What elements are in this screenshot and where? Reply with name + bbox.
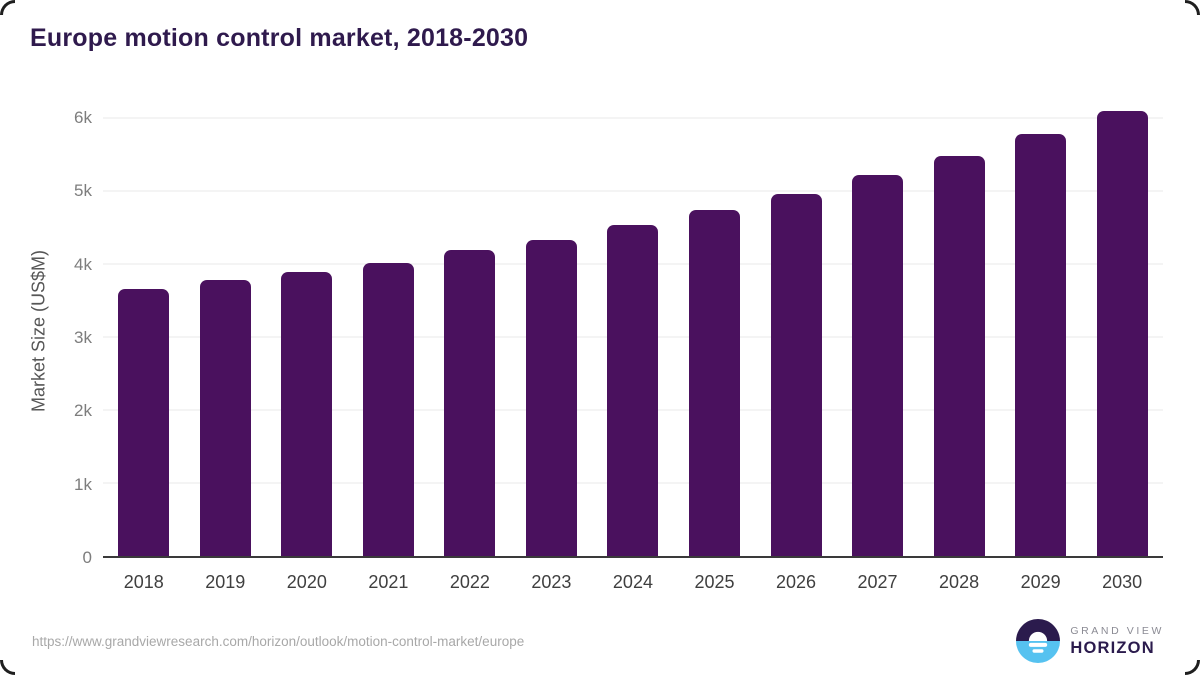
y-tick-label-2k: 2k bbox=[74, 401, 92, 421]
card-corner-bottom-right bbox=[1185, 660, 1200, 675]
x-tick-label-2030: 2030 bbox=[1102, 572, 1143, 592]
y-tick-label-0: 0 bbox=[82, 548, 92, 567]
bar-column-2027 bbox=[837, 118, 919, 556]
bar-column-2024 bbox=[592, 118, 674, 556]
bar-2030[interactable] bbox=[1096, 110, 1148, 556]
y-tick-label-4k: 4k bbox=[74, 254, 92, 274]
x-tick-label-2018: 2018 bbox=[123, 572, 164, 592]
x-axis-labels: 2018 2019 2020 2021 2022 2023 2024 2025 2026 2027… bbox=[103, 572, 1163, 593]
y-tick-label-6k: 6k bbox=[74, 108, 92, 127]
gridline-6k bbox=[103, 117, 1163, 119]
bar-2025[interactable] bbox=[688, 209, 740, 556]
bar-2020[interactable] bbox=[281, 272, 333, 556]
y-tick-labels: 0 1k 2k 3k 4k 5k 6k bbox=[0, 108, 92, 567]
bar-column-2028 bbox=[918, 118, 1000, 556]
x-tick-label-2022: 2022 bbox=[449, 572, 490, 592]
y-tick-label-1k: 1k bbox=[74, 474, 92, 494]
bar-2023[interactable] bbox=[525, 239, 577, 556]
brand-logo: GRAND VIEW HORIZON bbox=[1016, 619, 1164, 663]
bar-column-2019 bbox=[185, 118, 267, 556]
x-tick-label-2025: 2025 bbox=[694, 572, 735, 592]
bar-column-2022 bbox=[429, 118, 511, 556]
bar-column-2026 bbox=[755, 118, 837, 556]
x-tick-label-2026: 2026 bbox=[775, 572, 817, 592]
x-tick-label-2021: 2021 bbox=[368, 572, 409, 592]
bar-column-2023 bbox=[511, 118, 593, 556]
x-tick-label-2023: 2023 bbox=[531, 572, 572, 592]
y-tick-label-3k: 3k bbox=[74, 328, 92, 347]
bar-column-2029 bbox=[1000, 118, 1082, 556]
horizon-sun-icon bbox=[1016, 619, 1061, 663]
x-tick-label-2027: 2027 bbox=[857, 572, 898, 592]
bar-2021[interactable] bbox=[362, 262, 414, 556]
y-tick-label-5k: 5k bbox=[74, 181, 92, 201]
bar-2027[interactable] bbox=[852, 175, 904, 556]
bar-column-2030 bbox=[1081, 110, 1163, 556]
bar-2024[interactable] bbox=[607, 225, 659, 556]
x-tick-label-2019: 2019 bbox=[205, 572, 246, 592]
bar-2022[interactable] bbox=[444, 250, 496, 556]
bar-column-2021 bbox=[348, 118, 430, 556]
card-corner-bottom-left bbox=[0, 660, 15, 675]
bar-2018[interactable] bbox=[118, 289, 170, 556]
bar-2026[interactable] bbox=[770, 194, 822, 556]
bar-2019[interactable] bbox=[199, 280, 251, 556]
x-tick-label-2020: 2020 bbox=[286, 572, 327, 592]
x-tick-label-2029: 2029 bbox=[1020, 572, 1061, 592]
page-title: Europe motion control market, 2018-2030 bbox=[30, 24, 529, 52]
brand-name-top: GRAND VIEW bbox=[1070, 624, 1164, 637]
plot-area bbox=[103, 110, 1163, 556]
x-tick-label-2024: 2024 bbox=[612, 572, 653, 592]
card-corner-top-left bbox=[0, 0, 15, 15]
brand-logo-text: GRAND VIEW HORIZON bbox=[1070, 625, 1164, 658]
source-url: https://www.grandviewresearch.com/horizo… bbox=[32, 634, 525, 649]
bar-column-2018 bbox=[103, 118, 185, 556]
card-corner-top-right bbox=[1185, 0, 1200, 15]
x-tick-label-2028: 2028 bbox=[939, 572, 980, 592]
gridline-5k bbox=[103, 190, 1163, 192]
bar-2029[interactable] bbox=[1015, 134, 1067, 556]
bar-column-2025 bbox=[674, 118, 756, 556]
bar-column-2020 bbox=[266, 118, 348, 556]
bar-2028[interactable] bbox=[933, 155, 985, 556]
plot-region bbox=[103, 110, 1163, 558]
brand-name-bottom: HORIZON bbox=[1070, 638, 1155, 657]
